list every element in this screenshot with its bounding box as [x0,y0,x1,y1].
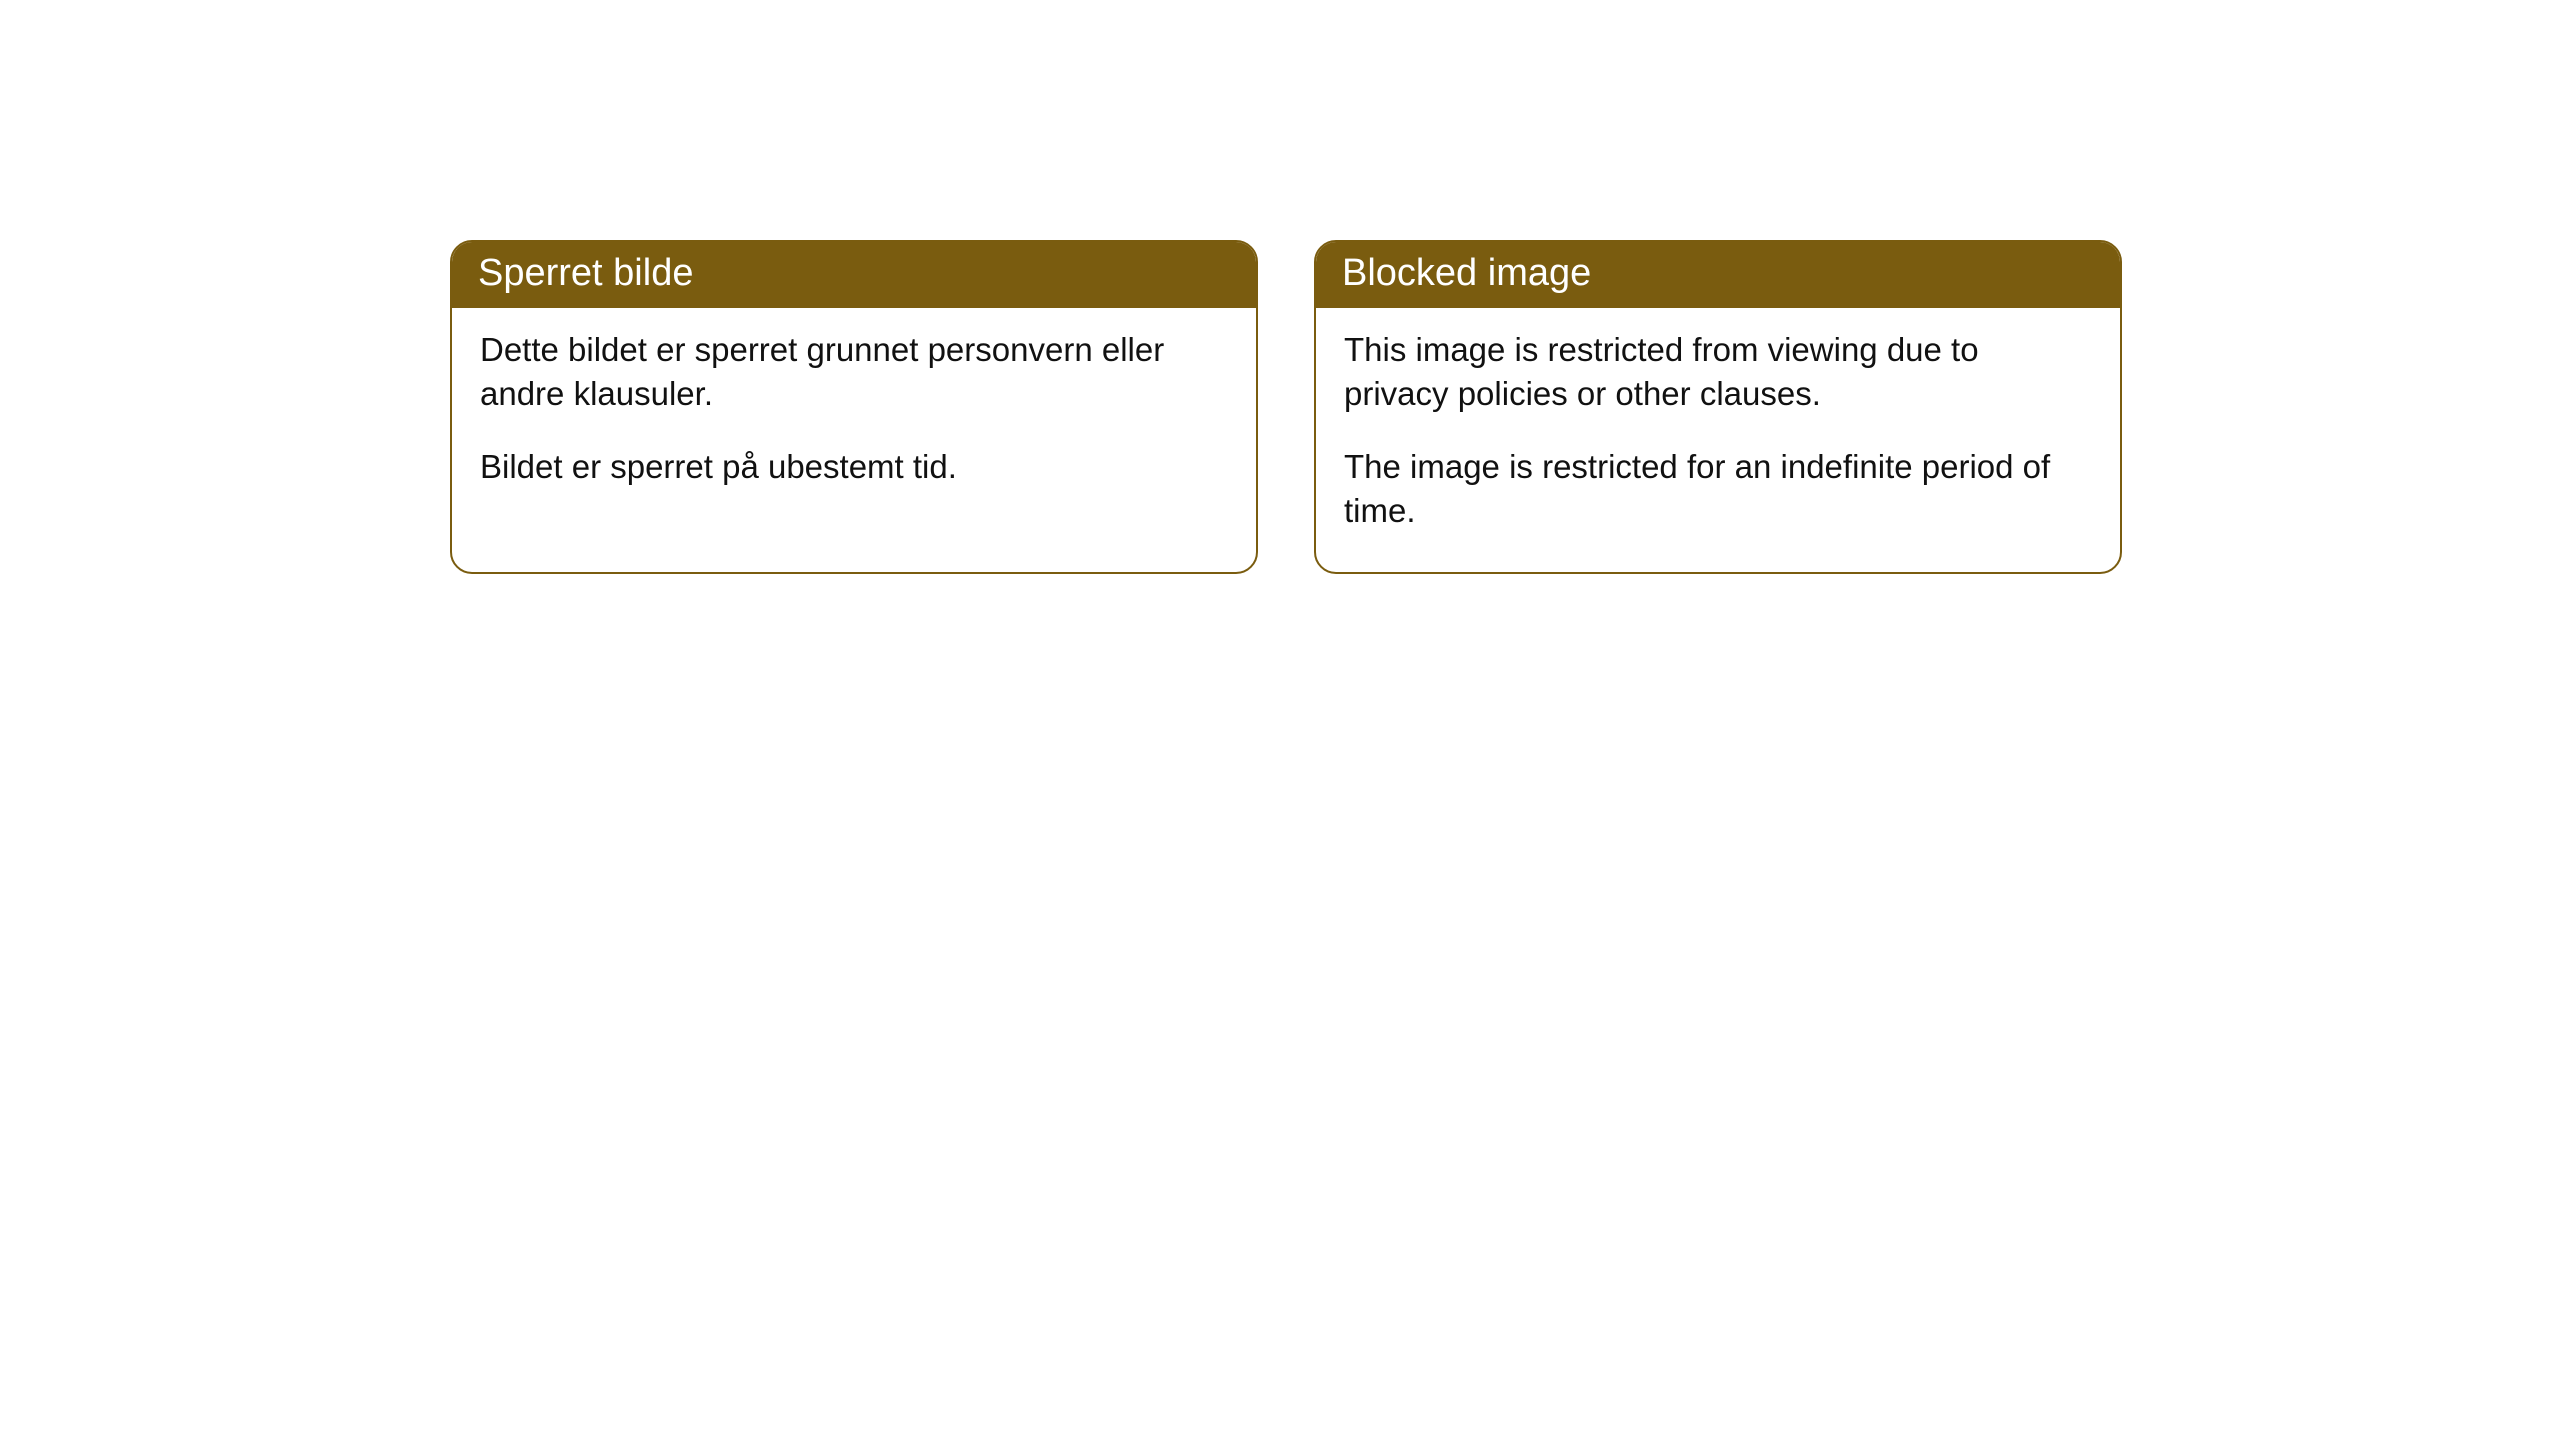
notice-card-norwegian: Sperret bilde Dette bildet er sperret gr… [450,240,1258,574]
notice-card-header: Sperret bilde [452,242,1256,308]
notice-cards-container: Sperret bilde Dette bildet er sperret gr… [450,240,2122,574]
notice-text-1: Dette bildet er sperret grunnet personve… [480,328,1228,417]
notice-text-2: Bildet er sperret på ubestemt tid. [480,445,1228,490]
notice-card-header: Blocked image [1316,242,2120,308]
notice-card-english: Blocked image This image is restricted f… [1314,240,2122,574]
notice-text-2: The image is restricted for an indefinit… [1344,445,2092,534]
notice-text-1: This image is restricted from viewing du… [1344,328,2092,417]
notice-card-body: Dette bildet er sperret grunnet personve… [452,308,1256,528]
notice-card-body: This image is restricted from viewing du… [1316,308,2120,572]
